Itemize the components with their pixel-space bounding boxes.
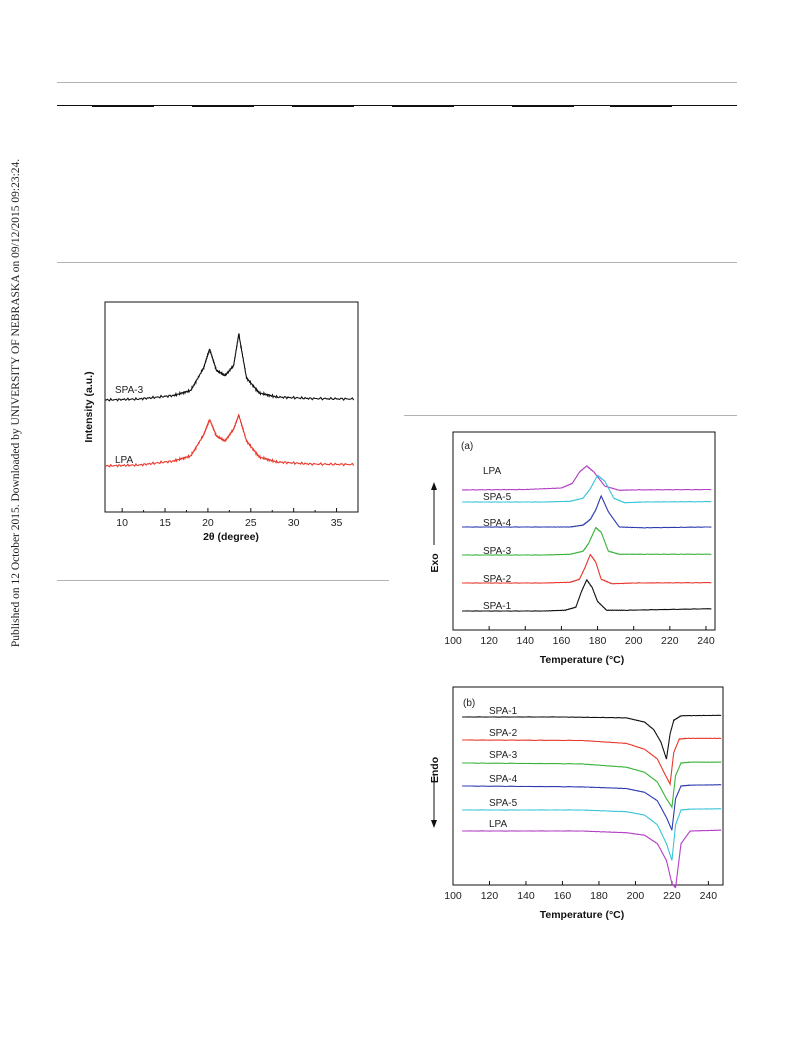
- dsc-b-series-label: SPA-4: [489, 774, 518, 785]
- dsc-a-x-tick-label: 240: [697, 635, 715, 647]
- dsc-a-series-label: SPA-3: [483, 546, 512, 557]
- table-top-rule: [57, 82, 737, 83]
- dsc-a-series-label: SPA-1: [483, 601, 512, 612]
- dsc-b-x-axis-label: Temperature (°C): [540, 909, 625, 921]
- dsc-a-x-tick-label: 120: [480, 635, 498, 647]
- xrd-x-tick-label: 15: [159, 517, 171, 529]
- dsc-b-x-tick-label: 100: [444, 890, 462, 902]
- dsc-a-series-label: SPA-5: [483, 492, 512, 503]
- xrd-x-tick-label: 30: [288, 517, 300, 529]
- dsc-b-series-label: SPA-1: [489, 706, 518, 717]
- dsc-b-series-label: SPA-3: [489, 750, 518, 761]
- dsc-b-y-axis-label: Endo: [429, 757, 441, 783]
- dsc-a-series-spa-5: [462, 474, 712, 504]
- xrd-x-tick-label: 35: [331, 517, 343, 529]
- dsc-a-plot-frame: [452, 431, 716, 631]
- dsc-a-x-tick-label: 100: [444, 635, 462, 647]
- dsc-b-series-spa-5: [462, 808, 722, 861]
- dsc-b-x-tick-label: 160: [554, 890, 572, 902]
- dsc-a-x-tick-label: 140: [517, 635, 535, 647]
- dsc-b-series-label: LPA: [489, 819, 507, 830]
- dsc-b-series-spa-1: [462, 714, 722, 760]
- dsc-b-series-spa-3: [462, 761, 722, 810]
- dsc-a-series-label: SPA-2: [483, 574, 512, 585]
- dsc-b-x-tick-label: 120: [481, 890, 499, 902]
- xrd-x-axis-label: 2θ (degree): [203, 531, 259, 543]
- dsc-b-x-tick-label: 200: [627, 890, 645, 902]
- dsc-a-x-tick-label: 180: [589, 635, 607, 647]
- section-rule-right: [404, 415, 737, 416]
- dsc-cooling-chart: (a) 100 120 140 160 180 200 220 240 LPA SPA-5 SPA-…: [429, 431, 716, 666]
- dsc-a-x-tick-label: 220: [661, 635, 679, 647]
- dsc-a-x-tick-label: 160: [553, 635, 571, 647]
- dsc-a-series-spa-1: [462, 578, 712, 612]
- dsc-b-series-spa-2: [462, 737, 722, 787]
- dsc-a-series-label: SPA-4: [483, 518, 512, 529]
- dsc-a-x-tick-label: 200: [625, 635, 643, 647]
- dsc-b-plot-frame: [452, 686, 724, 886]
- dsc-a-series-spa-4: [462, 494, 712, 529]
- dsc-b-series-label: SPA-2: [489, 728, 518, 739]
- section-rule-wide: [57, 262, 737, 263]
- xrd-x-tick-label: 10: [116, 517, 128, 529]
- dsc-b-x-tick-label: 240: [700, 890, 718, 902]
- xrd-chart: 10 15 20 25 30 35 SPA-3 LPA 2θ (degree) Intensi…: [83, 301, 359, 543]
- exo-arrow: [431, 482, 437, 545]
- publication-note: Published on 12 October 2015. Downloaded…: [10, 158, 22, 648]
- dsc-b-series-lpa: [462, 829, 722, 889]
- xrd-y-axis-label: Intensity (a.u.): [83, 371, 95, 442]
- dsc-b-panel-label: (b): [463, 698, 475, 709]
- dsc-b-x-tick-label: 220: [663, 890, 681, 902]
- section-rule-left: [57, 580, 389, 581]
- xrd-series-label: LPA: [115, 455, 133, 466]
- dsc-a-series-lpa: [462, 465, 712, 492]
- xrd-x-tick-label: 25: [245, 517, 257, 529]
- dsc-a-panel-label: (a): [461, 441, 473, 452]
- dsc-a-series-label: LPA: [483, 466, 501, 477]
- dsc-a-y-axis-label: Exo: [429, 553, 441, 572]
- endo-arrow: [431, 775, 437, 828]
- xrd-x-tick-label: 20: [202, 517, 214, 529]
- dsc-b-series-label: SPA-5: [489, 798, 518, 809]
- dsc-a-x-axis-label: Temperature (°C): [540, 654, 625, 666]
- dsc-a-series-spa-2: [462, 553, 712, 585]
- xrd-series-lpa: [104, 413, 355, 468]
- dsc-b-x-tick-label: 180: [590, 890, 608, 902]
- dsc-heating-chart: (b) 100 120 140 160 180 200 220 240 SPA-1 SPA-2 SP…: [429, 686, 724, 921]
- dsc-b-series-spa-4: [462, 784, 722, 831]
- xrd-series-label: SPA-3: [115, 385, 144, 396]
- xrd-plot-frame: [104, 301, 359, 513]
- dsc-a-series-spa-3: [462, 526, 712, 556]
- xrd-series-spa-3: [104, 332, 355, 402]
- dsc-b-x-tick-label: 140: [517, 890, 535, 902]
